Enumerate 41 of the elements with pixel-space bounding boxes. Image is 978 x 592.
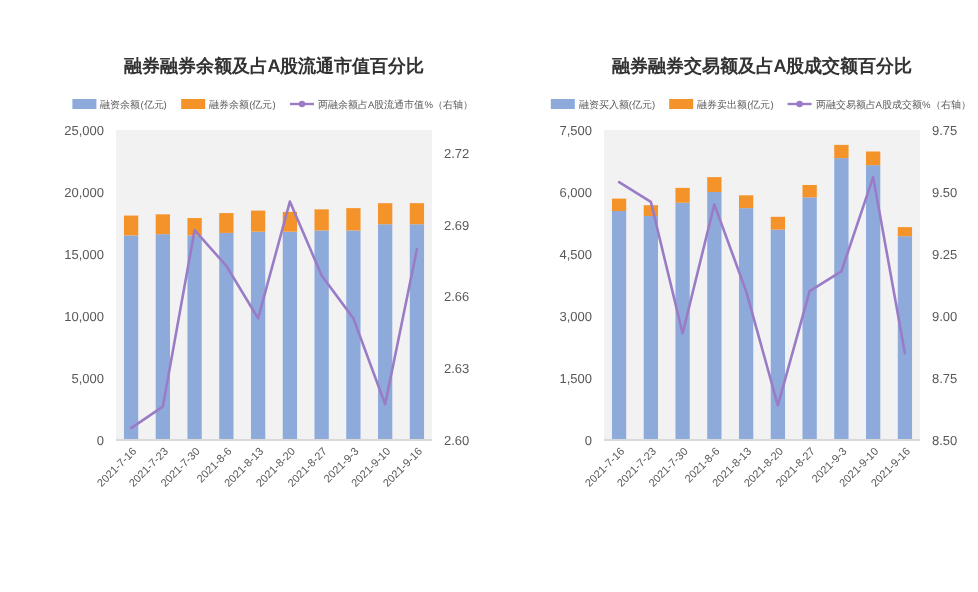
bar bbox=[187, 235, 202, 440]
bar bbox=[802, 197, 817, 440]
bar bbox=[897, 227, 913, 237]
bar bbox=[770, 216, 786, 230]
bar bbox=[675, 187, 690, 203]
bar bbox=[314, 209, 329, 231]
bar bbox=[409, 224, 425, 440]
bar bbox=[346, 230, 361, 440]
bar bbox=[219, 232, 234, 440]
bar bbox=[738, 195, 754, 209]
bar bbox=[346, 208, 361, 231]
line-series bbox=[617, 175, 907, 407]
chart-title: 融券融券交易额及占A股成交额百分比 bbox=[611, 56, 913, 76]
bar bbox=[219, 213, 234, 233]
bar bbox=[834, 158, 849, 440]
bar bbox=[675, 202, 690, 440]
bar bbox=[770, 229, 786, 440]
bar bbox=[611, 198, 627, 212]
bar bbox=[707, 177, 722, 192]
bar bbox=[643, 215, 658, 440]
bar bbox=[834, 144, 849, 159]
bar bbox=[738, 208, 754, 440]
bar bbox=[282, 231, 298, 440]
bar bbox=[802, 184, 817, 198]
line-series bbox=[129, 200, 419, 430]
bar bbox=[155, 214, 170, 235]
bar bbox=[250, 210, 266, 232]
bar bbox=[378, 203, 393, 225]
chart-title: 融券融券余额及占A股流通市值百分比 bbox=[123, 56, 425, 76]
bar bbox=[155, 234, 170, 440]
bar bbox=[611, 211, 627, 440]
bar bbox=[123, 215, 139, 236]
bar bbox=[866, 151, 881, 166]
bar bbox=[897, 236, 913, 440]
bar bbox=[250, 231, 266, 440]
bar bbox=[866, 165, 881, 440]
bar bbox=[123, 235, 139, 440]
bar bbox=[409, 203, 425, 225]
bar bbox=[707, 192, 722, 440]
bar bbox=[378, 224, 393, 440]
bar bbox=[314, 230, 329, 440]
